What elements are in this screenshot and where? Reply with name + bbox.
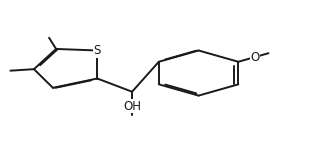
Text: O: O: [250, 51, 259, 64]
Text: OH: OH: [123, 100, 141, 113]
Text: S: S: [93, 44, 101, 57]
